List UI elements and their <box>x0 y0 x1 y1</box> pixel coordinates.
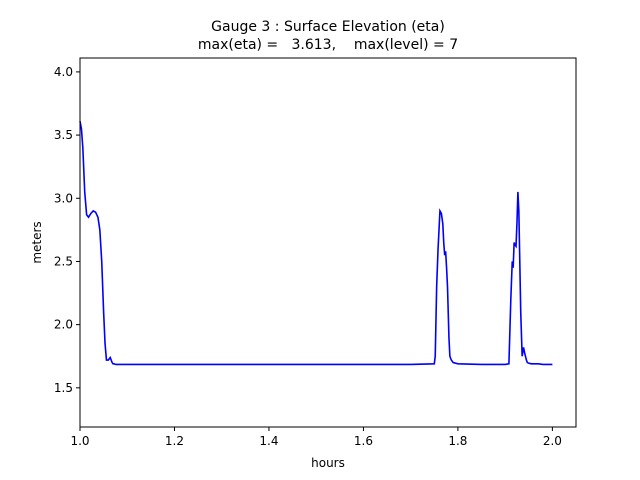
x-tick-label: 1.2 <box>165 434 184 448</box>
y-tick-label: 2.5 <box>54 254 73 268</box>
x-tick-label: 1.0 <box>70 434 89 448</box>
x-tick-label: 1.6 <box>354 434 373 448</box>
series-line-eta <box>79 121 553 366</box>
y-tick-label: 1.5 <box>54 381 73 395</box>
y-tick-label: 4.0 <box>54 65 73 79</box>
x-axis-label: hours <box>311 456 345 470</box>
y-axis-label: meters <box>30 221 44 263</box>
x-tick-label: 1.8 <box>448 434 467 448</box>
x-axis: 1.0 1.2 1.4 1.6 1.8 2.0 <box>70 427 562 448</box>
plot-area <box>79 57 577 428</box>
y-tick-label: 3.5 <box>54 128 73 142</box>
chart-title: Gauge 3 : Surface Elevation (eta) <box>211 19 445 35</box>
x-tick-label: 1.4 <box>259 434 278 448</box>
y-tick-label: 2.0 <box>54 318 73 332</box>
chart-subtitle: max(eta) = 3.613, max(level) = 7 <box>198 37 458 53</box>
x-tick-label: 2.0 <box>543 434 562 448</box>
plot-frame <box>79 57 577 428</box>
y-tick-label: 3.0 <box>54 191 73 205</box>
y-axis: 1.5 2.0 2.5 3.0 3.5 4.0 <box>54 65 80 395</box>
